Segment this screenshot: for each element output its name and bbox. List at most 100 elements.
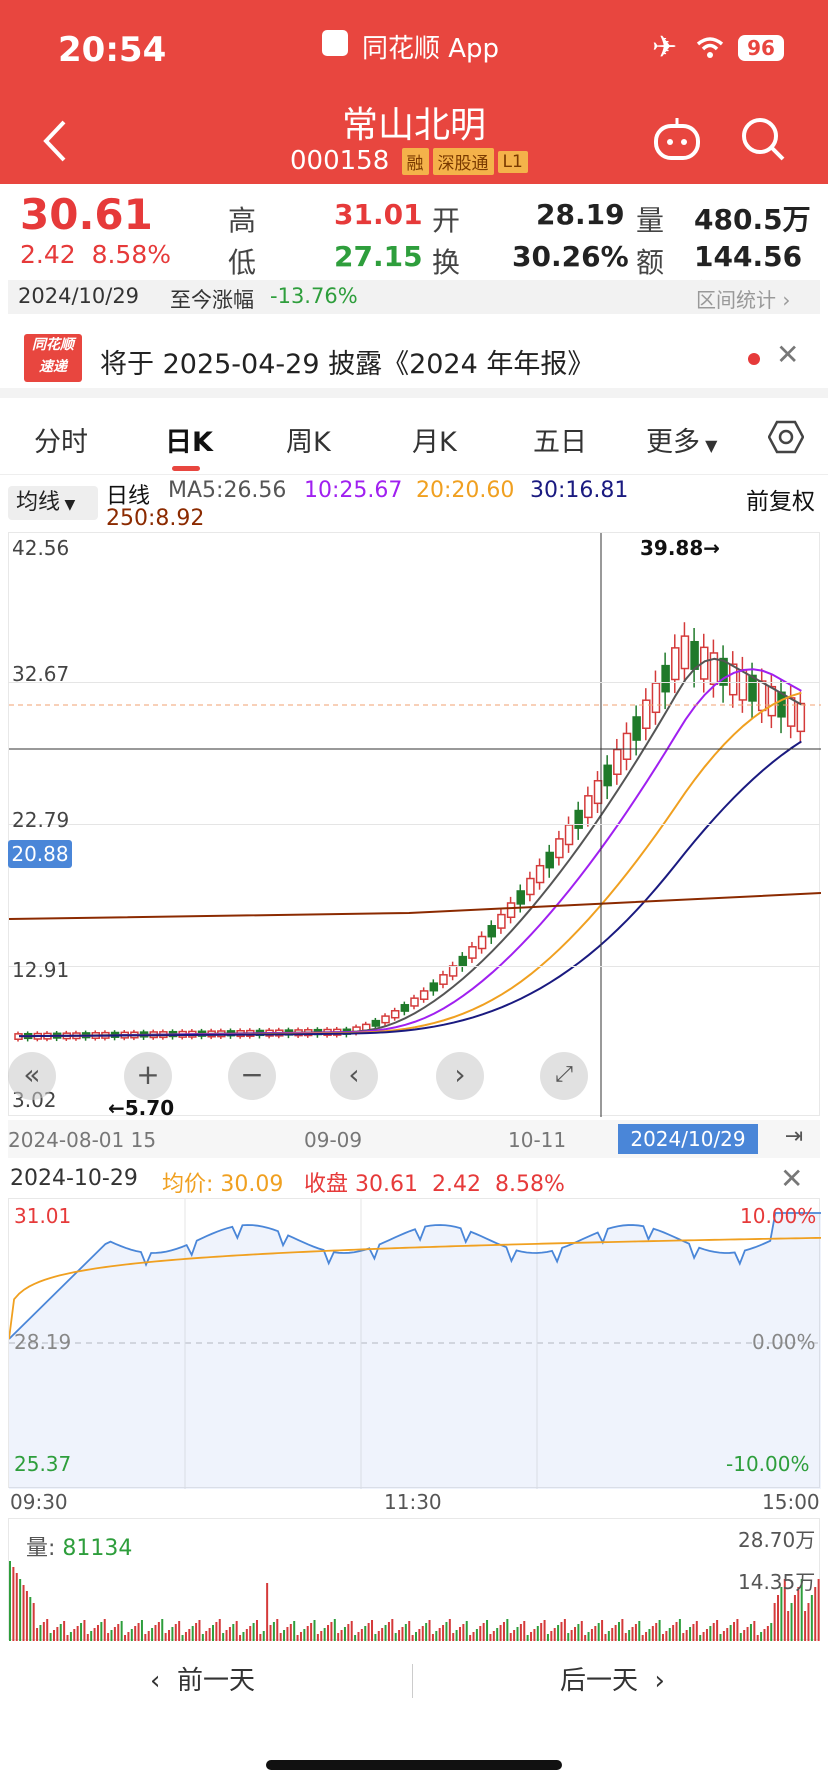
volume-bar [208,1628,211,1641]
search-icon[interactable] [740,116,786,162]
candle-body [767,685,777,717]
close-value: 30.61 [355,1172,418,1197]
logo-bottom: 速递 [39,359,67,375]
volume-bar [340,1630,343,1641]
tab-monthly-k[interactable]: 月K [412,427,457,458]
avg-price-line [8,1236,822,1340]
volume-bar [702,1632,705,1641]
volume-bar [377,1631,380,1641]
zoom-in-button[interactable]: + [124,1052,172,1100]
volume-bar [364,1626,367,1641]
volume-bar [472,1632,475,1641]
volume-bar [117,1624,120,1641]
scroll-left-button[interactable]: ‹ [330,1052,378,1100]
volume-bar [381,1628,384,1641]
volume-bar [134,1626,137,1641]
candle-body [535,864,545,884]
volume-bar [218,1619,221,1641]
volume-bar [66,1635,69,1641]
zoom-out-button[interactable]: − [228,1052,276,1100]
notice-logo-icon: 同花顺 速递 [24,334,82,382]
volume-bar [597,1623,600,1641]
volume-bar [154,1625,157,1641]
price-change: 2.42 8.58% [20,240,171,269]
volume-bar [705,1629,708,1641]
candle-body [458,955,468,967]
info-date: 2024/10/29 [18,284,140,308]
volume-bar [93,1628,96,1641]
adjust-mode[interactable]: 前复权 [746,489,815,515]
volume-bar [729,1625,732,1641]
volume-bar [113,1627,116,1641]
volume-bar [360,1629,363,1641]
volume-bar [553,1628,556,1641]
prev-day-button[interactable]: ‹ 前一天 [150,1666,255,1696]
volume-bar [198,1620,201,1641]
grid-line [8,682,820,683]
volume-bar [817,1579,820,1641]
next-day-button[interactable]: 后一天 › [560,1666,665,1696]
volume-bar [83,1620,86,1641]
intraday-low-label: 25.37 [14,1452,72,1476]
range-stat-link[interactable]: 区间统计 › [696,288,791,312]
volume-bar [63,1621,66,1641]
volume-bar [411,1635,414,1641]
high-label: 高 [228,204,257,237]
volume-bar [465,1621,468,1641]
tab-weekly-k[interactable]: 周K [286,427,331,458]
jump-start-button[interactable]: « [8,1052,56,1100]
date-label: 2024-08-01 15 [8,1128,156,1152]
volume-bar [266,1583,269,1641]
battery-icon: 96 [738,35,784,61]
tab-five-day[interactable]: 五日 [533,427,587,458]
volume-bar [201,1634,204,1641]
since-label: 至今涨幅 [170,288,254,312]
ma5-line [18,657,802,1038]
volume-bar [283,1630,286,1641]
back-icon[interactable] [40,118,70,164]
scroll-right-button[interactable]: › [436,1052,484,1100]
candle-body [584,795,593,819]
unread-dot-icon [748,353,760,365]
volume-y-top: 28.70万 [738,1528,816,1552]
close-intraday-icon[interactable]: ✕ [780,1162,804,1195]
notice-bar[interactable]: 同花顺 速递 将于 2025-04-29 披露《2024 年年报》 ✕ [0,322,828,398]
ma-period: 日线 [106,484,151,509]
volume-bar [675,1622,678,1641]
volume-bar [286,1627,289,1641]
volume-bar [296,1635,299,1641]
volume-bar [445,1622,448,1641]
volume-bar [90,1631,93,1641]
volume-bar [15,1573,18,1641]
volume-bar [567,1633,570,1641]
settings-icon[interactable] [768,420,804,454]
volume-bar [699,1635,702,1641]
volume-bar [313,1620,316,1641]
volume-bar [333,1619,336,1641]
volume-bar [783,1579,786,1641]
volume-readout-label: 量: [26,1536,56,1561]
date-label-start: 2024-08-01 [8,1128,125,1152]
date-label: 09-09 [304,1128,363,1152]
close-icon[interactable]: ✕ [776,338,800,371]
robot-icon[interactable] [652,116,702,162]
volume-bar [12,1567,15,1641]
fullscreen-button[interactable]: ⤢ [540,1052,588,1100]
volume-bar [557,1625,560,1641]
volume-bar [648,1629,651,1641]
kline-chart[interactable] [8,532,821,1117]
volume-bar [560,1622,563,1641]
volume-bar [661,1634,664,1641]
volume-chart[interactable] [8,1518,820,1641]
tab-intraday[interactable]: 分时 [34,427,88,458]
range-stat-label: 区间统计 [696,288,776,312]
volume-bar [516,1627,519,1641]
last-price: 30.61 [20,190,153,239]
tab-daily-k[interactable]: 日K [165,427,213,458]
candle-body [690,640,699,670]
tab-more[interactable]: 更多 ▼ [646,427,718,458]
jump-end-icon[interactable]: ⇥ [784,1124,804,1149]
ma-selector[interactable]: 均线 ▼ [8,486,98,520]
intraday-chart[interactable] [8,1198,822,1489]
low-value: 27.15 [334,240,423,273]
